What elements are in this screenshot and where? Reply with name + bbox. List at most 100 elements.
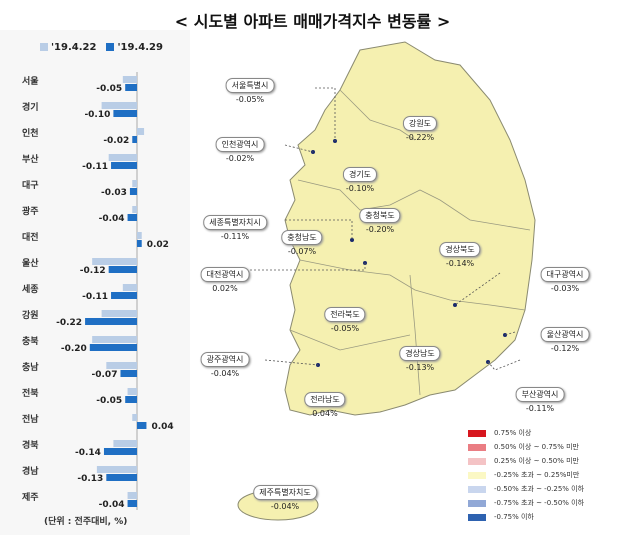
region-value: -0.14%: [445, 259, 475, 268]
region-label: 광주광역시 -0.04%: [200, 352, 250, 378]
bar-previous: [127, 388, 137, 395]
bar-previous: [132, 180, 137, 187]
category-label: 세종: [22, 283, 39, 295]
bar-previous: [137, 232, 142, 239]
category-label: 광주: [22, 205, 39, 217]
bar-current: [111, 292, 137, 299]
legend-swatch: [468, 499, 486, 507]
region-name: 울산광역시: [540, 327, 590, 342]
data-label: -0.02: [103, 136, 129, 146]
bar-current: [125, 84, 137, 91]
region-name: 서울특별시: [225, 78, 275, 93]
bar-previous: [127, 492, 137, 499]
region-name: 충청북도: [359, 208, 401, 223]
legend-item-curr: '19.4.29: [106, 42, 163, 53]
bar-previous: [113, 440, 137, 447]
region-label: 대전광역시 0.02%: [200, 267, 250, 293]
map-legend-item: -0.25% 초과 ~ 0.25%미만: [468, 468, 584, 482]
category-label: 강원: [22, 309, 39, 321]
data-label: -0.11: [82, 162, 108, 172]
legend-label: -0.25% 초과 ~ 0.25%미만: [494, 471, 580, 479]
bar-current: [89, 344, 137, 351]
region-name: 제주특별자치도: [253, 485, 317, 500]
region-value: 0.04%: [312, 409, 338, 418]
legend-swatch: [468, 485, 486, 493]
legend-swatch: [468, 429, 486, 437]
chart-legend: '19.4.22 '19.4.29: [40, 42, 163, 53]
legend-label: 0.25% 이상 ~ 0.50% 미만: [494, 457, 580, 465]
category-label: 인천: [22, 128, 39, 139]
bar-current: [120, 370, 137, 377]
region-value: -0.20%: [365, 225, 395, 234]
data-label: -0.10: [84, 110, 110, 120]
region-name: 충청남도: [281, 230, 323, 245]
region-value: -0.10%: [345, 184, 375, 193]
category-label: 경기: [22, 101, 39, 113]
legend-label: -0.75% 이하: [494, 513, 534, 521]
category-label: 서울: [22, 75, 39, 87]
legend-swatch: [468, 443, 486, 451]
region-label: 대구광역시 -0.03%: [540, 267, 590, 293]
category-label: 부산: [22, 153, 39, 165]
bar-previous: [137, 128, 145, 135]
bar-current: [113, 110, 137, 117]
region-name: 세종특별자치시: [203, 215, 267, 230]
bar-current: [129, 188, 137, 195]
chart-title: < 시도별 아파트 매매가격지수 변동률 >: [174, 12, 451, 31]
map-legend-item: 0.75% 이상: [468, 426, 584, 440]
leader-lines: [250, 87, 521, 371]
data-label: -0.04: [99, 214, 125, 224]
region-value: -0.11%: [525, 404, 555, 413]
category-label: 대전: [22, 231, 39, 243]
region-name: 인천광역시: [215, 137, 265, 152]
unit-note: (단위 : 전주대비, %): [44, 517, 128, 527]
bar-current: [137, 422, 147, 429]
data-label: -0.11: [82, 292, 108, 302]
region-name: 대전광역시: [200, 267, 250, 282]
bar-previous: [92, 258, 137, 265]
category-label: 전남: [22, 413, 39, 425]
bar-previous: [108, 154, 137, 161]
region-label: 전라남도 0.04%: [304, 392, 346, 418]
region-value: -0.03%: [550, 284, 580, 293]
legend-swatch: [468, 471, 486, 479]
map-legend-item: 0.25% 이상 ~ 0.50% 미만: [468, 454, 584, 468]
region-value: -0.05%: [330, 324, 360, 333]
data-label: -0.05: [96, 396, 122, 406]
bar-chart: 서울 -0.05 경기 -0.10 인천 -0.02 부산 -0.11 대구 -0.03 광주 -0.…: [22, 72, 174, 510]
category-label: 전북: [22, 387, 39, 399]
bar-current: [108, 266, 137, 273]
region-value: -0.07%: [287, 247, 317, 256]
category-label: 경북: [22, 439, 39, 451]
region-value: 0.02%: [212, 284, 238, 293]
region-label: 서울특별시 -0.05%: [225, 78, 275, 104]
map-legend-item: -0.75% 초과 ~ -0.50% 이하: [468, 496, 584, 510]
region-label: 전라북도 -0.05%: [324, 307, 366, 333]
region-value: -0.04%: [270, 502, 300, 511]
region-name: 강원도: [402, 116, 438, 131]
bar-previous: [106, 362, 137, 369]
region-name: 전라북도: [324, 307, 366, 322]
region-label: 경상남도 -0.13%: [399, 346, 441, 372]
region-label: 울산광역시 -0.12%: [540, 327, 590, 353]
category-label: 대구: [22, 179, 39, 191]
data-label: -0.13: [77, 474, 103, 484]
category-label: 울산: [22, 257, 39, 269]
bar-current: [127, 500, 137, 507]
legend-swatch: [468, 457, 486, 465]
bar-previous: [132, 206, 137, 213]
bar-current: [137, 240, 142, 247]
korea-map: 서울특별시 -0.05% 강원도 -0.22% 인천광역시 -0.02% 경기도 -0.10%…: [190, 30, 625, 535]
region-name: 부산광역시: [515, 387, 565, 402]
region-value: -0.02%: [225, 154, 255, 163]
bar-current: [132, 136, 137, 143]
legend-label: 0.75% 이상: [494, 429, 532, 437]
region-value: -0.13%: [405, 363, 435, 372]
region-label: 강원도 -0.22%: [402, 116, 438, 142]
region-label: 세종특별자치시 -0.11%: [203, 215, 267, 241]
map-legend: 0.75% 이상 0.50% 이상 ~ 0.75% 미만 0.25% 이상 ~ 0.…: [468, 426, 584, 524]
region-label: 경기도 -0.10%: [342, 167, 378, 193]
bar-current: [111, 162, 137, 169]
region-name: 전라남도: [304, 392, 346, 407]
data-label: -0.04: [99, 500, 125, 510]
